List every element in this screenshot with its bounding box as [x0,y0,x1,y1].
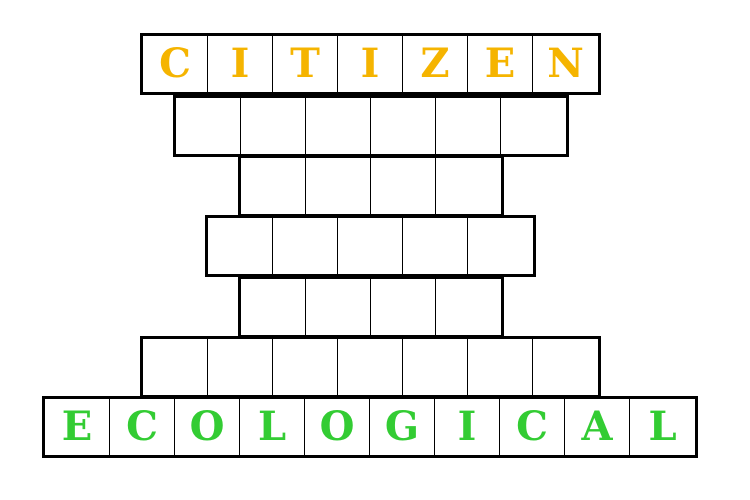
letter-cell[interactable]: E [45,399,110,455]
empty-letter-cell[interactable] [143,339,208,395]
empty-letter-cell[interactable] [306,279,371,335]
empty-letter-cell[interactable] [371,158,436,214]
empty-letter-cell[interactable] [371,98,436,154]
letter-cell[interactable]: G [370,399,435,455]
empty-letter-cell[interactable] [371,279,436,335]
empty-letter-cell[interactable] [338,339,403,395]
ladder-row-3 [205,215,536,277]
empty-letter-cell[interactable] [468,218,533,274]
letter-cell[interactable]: A [565,399,630,455]
letter-cell[interactable]: I [338,36,403,92]
empty-letter-cell[interactable] [273,218,338,274]
empty-letter-cell[interactable] [533,339,598,395]
ladder-row-5 [140,336,601,398]
ladder-row-4 [238,276,504,338]
ladder-row-2 [238,155,504,217]
end-word-row: E C O L O G I C A L [42,396,698,458]
empty-letter-cell[interactable] [176,98,241,154]
empty-letter-cell[interactable] [436,279,501,335]
letter-cell[interactable]: C [143,36,208,92]
empty-letter-cell[interactable] [501,98,566,154]
letter-cell[interactable]: C [500,399,565,455]
letter-cell[interactable]: E [468,36,533,92]
empty-letter-cell[interactable] [306,158,371,214]
empty-letter-cell[interactable] [241,98,306,154]
ladder-row-1 [173,95,569,157]
empty-letter-cell[interactable] [241,158,306,214]
letter-cell[interactable]: Z [403,36,468,92]
letter-cell[interactable]: I [435,399,500,455]
empty-letter-cell[interactable] [241,279,306,335]
letter-cell[interactable]: T [273,36,338,92]
letter-cell[interactable]: I [208,36,273,92]
empty-letter-cell[interactable] [403,218,468,274]
empty-letter-cell[interactable] [468,339,533,395]
start-word-row: C I T I Z E N [140,33,601,95]
empty-letter-cell[interactable] [436,98,501,154]
letter-cell[interactable]: N [547,40,584,87]
empty-letter-cell[interactable] [273,339,338,395]
empty-letter-cell[interactable] [403,339,468,395]
letter-cell[interactable]: L [648,403,677,450]
letter-cell[interactable]: C [110,399,175,455]
empty-letter-cell[interactable] [208,218,273,274]
letter-cell[interactable]: L [240,399,305,455]
letter-cell[interactable]: O [305,399,370,455]
empty-letter-cell[interactable] [306,98,371,154]
empty-letter-cell[interactable] [338,218,403,274]
letter-cell[interactable]: O [175,399,240,455]
empty-letter-cell[interactable] [436,158,501,214]
empty-letter-cell[interactable] [208,339,273,395]
